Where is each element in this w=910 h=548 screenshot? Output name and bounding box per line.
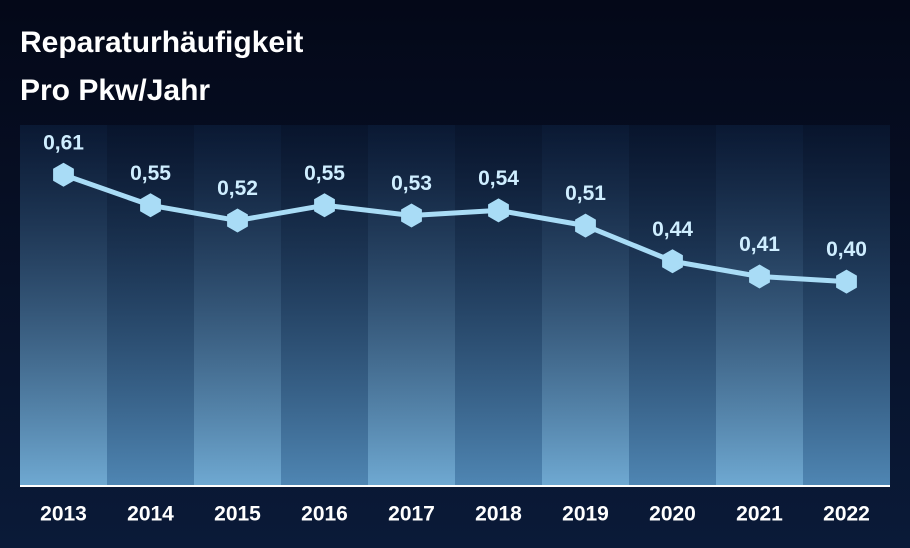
column-band bbox=[455, 125, 542, 486]
x-tick-label: 2013 bbox=[40, 503, 87, 526]
data-point bbox=[836, 269, 857, 294]
data-point bbox=[575, 213, 596, 238]
column-band bbox=[716, 125, 803, 486]
column-band bbox=[281, 125, 368, 486]
data-label: 0,55 bbox=[304, 162, 345, 185]
x-tick-label: 2017 bbox=[388, 503, 435, 526]
data-point bbox=[662, 249, 683, 274]
column-band bbox=[542, 125, 629, 486]
data-label: 0,44 bbox=[652, 218, 693, 241]
x-tick-label: 2022 bbox=[823, 503, 870, 526]
data-label: 0,40 bbox=[826, 238, 867, 261]
x-tick-label: 2019 bbox=[562, 503, 609, 526]
data-point bbox=[749, 264, 770, 289]
data-label: 0,53 bbox=[391, 172, 432, 195]
data-line bbox=[62, 172, 847, 285]
chart-subtitle: Pro Pkw/Jahr bbox=[20, 74, 210, 107]
x-tick-label: 2020 bbox=[649, 503, 696, 526]
x-tick-label: 2021 bbox=[736, 503, 783, 526]
data-label: 0,52 bbox=[217, 177, 258, 200]
x-tick-label: 2015 bbox=[214, 503, 261, 526]
data-point bbox=[488, 198, 509, 223]
data-label: 0,51 bbox=[565, 182, 606, 205]
data-point bbox=[140, 193, 161, 218]
column-band bbox=[194, 125, 281, 486]
data-point bbox=[401, 203, 422, 228]
data-label: 0,54 bbox=[478, 167, 519, 190]
x-tick-label: 2014 bbox=[127, 503, 174, 526]
data-point bbox=[314, 193, 335, 218]
column-band bbox=[368, 125, 455, 486]
column-band bbox=[107, 125, 194, 486]
column-band bbox=[629, 125, 716, 486]
x-tick-label: 2016 bbox=[301, 503, 348, 526]
data-point bbox=[227, 208, 248, 233]
column-band bbox=[803, 125, 890, 486]
x-tick-label: 2018 bbox=[475, 503, 522, 526]
data-label: 0,41 bbox=[739, 233, 780, 256]
data-label: 0,55 bbox=[130, 162, 171, 185]
data-label: 0,61 bbox=[43, 131, 84, 154]
data-point bbox=[53, 162, 74, 187]
chart-title: Reparaturhäufigkeit bbox=[20, 26, 303, 59]
